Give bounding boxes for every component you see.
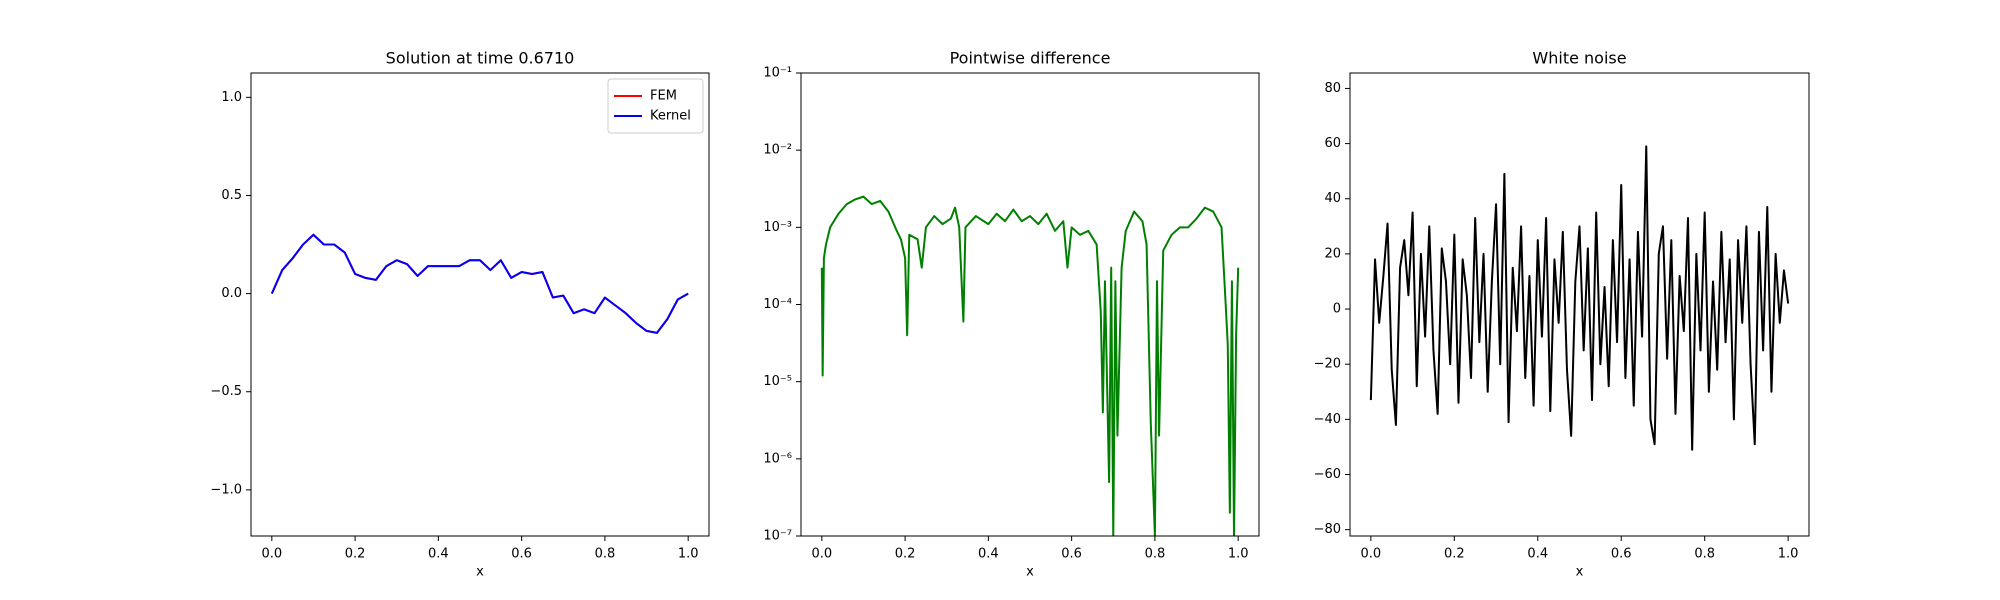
y-tick-label: 60 (1324, 136, 1341, 151)
x-tick-label: 0.6 (511, 547, 532, 562)
y-tick-label: 10⁻⁵ (763, 374, 792, 389)
y-tick-label: 10⁻⁴ (763, 297, 792, 312)
y-tick-label: 10⁻³ (763, 220, 792, 235)
y-tick-label: 0 (1333, 302, 1341, 317)
axes-frame (250, 72, 710, 537)
x-tick-label: 0.8 (1694, 547, 1715, 562)
legend-label: Kernel (650, 109, 691, 124)
x-tick-label: 1.0 (1778, 547, 1799, 562)
y-tick-label: 0.0 (221, 286, 242, 301)
x-tick-label: 0.2 (1444, 547, 1465, 562)
x-tick-label: 0.4 (1527, 547, 1548, 562)
y-tick-label: 80 (1324, 81, 1341, 96)
x-tick-label: 0.0 (261, 547, 282, 562)
y-tick-label: −0.5 (210, 384, 242, 399)
x-tick-label: 0.4 (978, 547, 999, 562)
y-tick-label: 0.5 (221, 188, 242, 203)
chart-title: Pointwise difference (950, 49, 1111, 68)
y-tick-label: 10⁻¹ (763, 66, 792, 81)
data-line (270, 233, 689, 334)
x-axis-label: x (1026, 565, 1034, 580)
y-tick-label: −60 (1314, 467, 1341, 482)
x-tick-label: 1.0 (1228, 547, 1249, 562)
x-axis-label: x (1576, 565, 1584, 580)
y-tick-label: −1.0 (210, 482, 242, 497)
y-tick-label: −40 (1314, 412, 1341, 427)
y-tick-label: 1.0 (221, 90, 242, 105)
legend-label: FEM (650, 89, 677, 104)
x-tick-label: 0.6 (1611, 547, 1632, 562)
x-axis-label: x (476, 565, 484, 580)
chart-title: Solution at time 0.6710 (386, 49, 575, 68)
x-tick-label: 0.8 (595, 547, 616, 562)
x-tick-label: 0.0 (811, 547, 832, 562)
data-line (820, 195, 1240, 536)
y-tick-label: 40 (1324, 191, 1341, 206)
axes-frame (800, 72, 1260, 537)
y-tick-label: −80 (1314, 522, 1341, 537)
data-line (1369, 145, 1790, 451)
x-tick-label: 0.4 (428, 547, 449, 562)
y-tick-label: −20 (1314, 357, 1341, 372)
legend-box (607, 78, 704, 134)
x-tick-label: 0.2 (895, 547, 916, 562)
x-tick-label: 0.0 (1361, 547, 1382, 562)
y-tick-label: 10⁻⁶ (763, 451, 792, 466)
x-tick-label: 0.8 (1145, 547, 1166, 562)
y-tick-label: 10⁻² (763, 143, 792, 158)
chart-title: White noise (1532, 49, 1626, 68)
axes-frame (1349, 72, 1810, 537)
y-tick-label: 20 (1324, 246, 1341, 261)
x-tick-label: 0.6 (1061, 547, 1082, 562)
x-tick-label: 0.2 (345, 547, 366, 562)
y-tick-label: 10⁻⁷ (763, 529, 792, 544)
data-line (270, 233, 689, 334)
x-tick-label: 1.0 (678, 547, 699, 562)
